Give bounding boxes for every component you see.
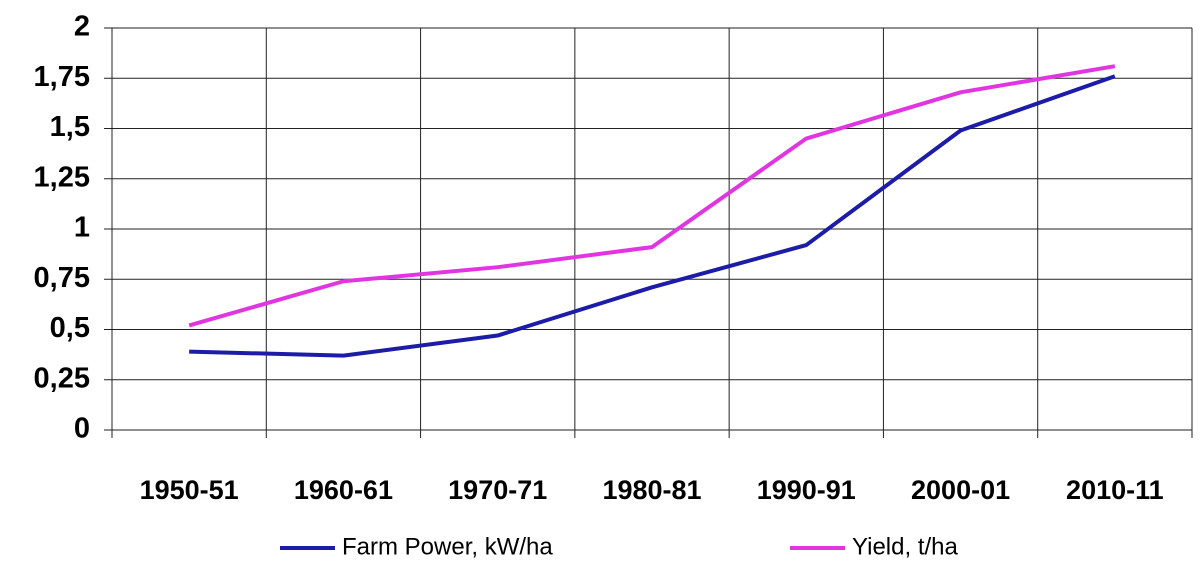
- series-line: [189, 74, 1116, 358]
- y-tick-label: 0: [74, 413, 90, 445]
- legend-label: Yield, t/ha: [852, 533, 958, 560]
- x-tick-label: 1970-71: [448, 475, 547, 505]
- y-tick-label: 1: [74, 212, 90, 244]
- x-tick-label: 2000-01: [911, 475, 1010, 505]
- series-line: [188, 64, 1116, 328]
- x-tick-label: 2010-11: [1066, 475, 1164, 505]
- y-tick-label: 1,25: [34, 161, 90, 193]
- x-tick-label: 1960-61: [294, 475, 393, 505]
- y-tick-label: 0,5: [50, 312, 90, 344]
- y-tick-label: 2: [74, 11, 90, 43]
- y-tick-label: 0,25: [34, 362, 90, 394]
- y-tick-label: 0,75: [34, 262, 90, 294]
- y-tick-label: 1,75: [34, 61, 90, 93]
- legend-label: Farm Power, kW/ha: [342, 533, 553, 560]
- y-tick-label: 1,5: [50, 111, 90, 143]
- x-tick-label: 1980-81: [602, 475, 701, 505]
- x-tick-label: 1950-51: [140, 475, 239, 505]
- x-tick-label: 1990-91: [757, 475, 856, 505]
